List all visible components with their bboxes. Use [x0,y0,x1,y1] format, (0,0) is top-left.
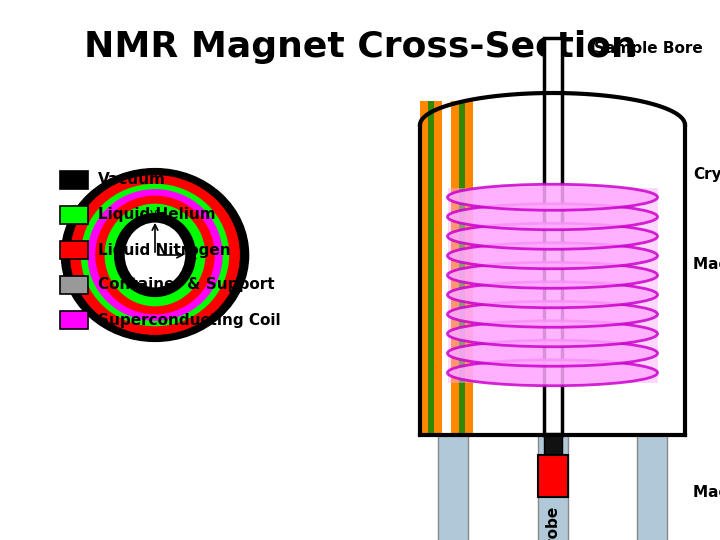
Ellipse shape [125,222,185,287]
Ellipse shape [448,243,657,269]
Ellipse shape [448,223,657,249]
Bar [420,101,428,435]
Bar [637,435,667,540]
Bar [60,311,88,329]
Ellipse shape [104,204,205,306]
Ellipse shape [104,204,205,306]
Text: NMR Magnet Cross-Section: NMR Magnet Cross-Section [84,30,636,64]
Bar [544,433,562,455]
Bar [60,206,88,224]
Bar [420,125,685,435]
Bar [538,435,567,540]
Text: Magnet Legs: Magnet Legs [693,485,720,500]
Ellipse shape [87,189,222,321]
Ellipse shape [448,340,657,366]
Bar [60,241,88,259]
Bar [465,101,473,435]
Bar [438,435,468,540]
Text: Liquid Nitrogen: Liquid Nitrogen [98,242,230,258]
Ellipse shape [95,195,215,314]
Ellipse shape [95,195,215,314]
Ellipse shape [448,204,657,230]
Ellipse shape [448,262,657,288]
Text: Magnet Coil: Magnet Coil [693,258,720,273]
Ellipse shape [448,282,657,308]
Bar [538,455,567,497]
Ellipse shape [61,168,248,341]
Bar [451,101,459,435]
Bar [428,101,433,435]
Bar [434,101,442,435]
Bar [544,38,562,435]
Ellipse shape [81,184,229,326]
Text: x: x [190,249,197,262]
Ellipse shape [448,184,657,210]
Ellipse shape [448,321,657,347]
Ellipse shape [70,175,240,335]
Text: y: y [150,207,158,220]
Ellipse shape [448,301,657,327]
Bar [60,171,88,189]
Text: Liquid Helium: Liquid Helium [98,207,215,222]
Ellipse shape [61,168,248,341]
Text: Sample Bore: Sample Bore [595,40,703,56]
Text: Container & Support: Container & Support [98,278,274,293]
Ellipse shape [125,222,185,287]
Text: Cryogens: Cryogens [693,167,720,183]
Ellipse shape [70,175,240,335]
Ellipse shape [448,360,657,386]
Ellipse shape [87,189,222,321]
Bar [459,101,464,435]
Text: Superconducting Coil: Superconducting Coil [98,313,281,327]
Ellipse shape [114,213,196,297]
Bar [448,187,657,382]
Ellipse shape [420,93,685,157]
Ellipse shape [114,213,196,297]
Text: Probe: Probe [545,505,560,540]
Bar [60,276,88,294]
Ellipse shape [81,184,229,326]
Text: Vacuum: Vacuum [98,172,166,187]
